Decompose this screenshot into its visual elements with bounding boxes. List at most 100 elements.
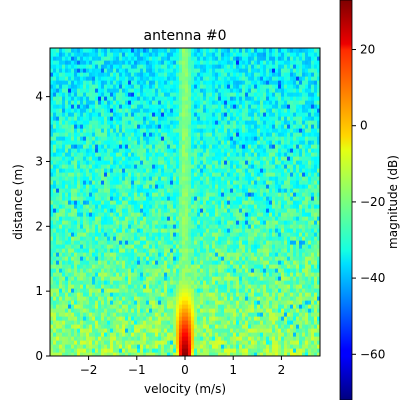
heatmap-cell [176,348,180,353]
heatmap-cell [68,180,72,185]
heatmap-cell [149,248,153,253]
heatmap-cell [293,292,297,297]
heatmap-cell [194,236,198,241]
heatmap-cell [137,276,141,281]
heatmap-cell [59,272,63,277]
heatmap-cell [281,340,285,345]
heatmap-cell [299,292,303,297]
heatmap-cell [161,284,165,289]
heatmap-cell [299,288,303,293]
heatmap-cell [248,320,252,325]
heatmap-cell [179,256,183,261]
heatmap-cell [260,192,264,197]
heatmap-cell [173,152,177,157]
heatmap-cell [173,324,177,329]
heatmap-cell [299,224,303,229]
heatmap-cell [257,260,261,265]
heatmap-cell [74,212,78,217]
heatmap-cell [107,300,111,305]
heatmap-cell [161,340,165,345]
heatmap-cell [71,332,75,337]
heatmap-cell [59,296,63,301]
heatmap-cell [86,340,90,345]
heatmap-cell [119,192,123,197]
heatmap-cell [83,164,87,169]
heatmap-cell [122,344,126,349]
heatmap-cell [302,140,306,145]
heatmap-cell [287,352,291,356]
heatmap-cell [155,136,159,141]
heatmap-cell [173,280,177,285]
heatmap-cell [254,288,258,293]
heatmap-cell [74,264,78,269]
heatmap-cell [224,176,228,181]
heatmap-cell [167,336,171,341]
heatmap-cell [68,148,72,153]
heatmap-cell [128,180,132,185]
heatmap-cell [143,276,147,281]
heatmap-cell [311,208,315,213]
heatmap-cell [101,184,105,189]
heatmap-cell [113,220,117,225]
heatmap-cell [179,272,183,277]
heatmap-cell [302,292,306,297]
heatmap-cell [308,168,312,173]
heatmap-cell [71,220,75,225]
heatmap-cell [74,332,78,337]
heatmap-cell [134,152,138,157]
heatmap-cell [65,228,69,233]
heatmap-cell [110,140,114,145]
heatmap-cell [203,188,207,193]
heatmap-cell [260,180,264,185]
heatmap-cell [179,168,183,173]
heatmap-cell [230,300,234,305]
heatmap-cell [197,236,201,241]
heatmap-cell [134,236,138,241]
heatmap-cell [86,296,90,301]
heatmap-cell [275,228,279,233]
heatmap-cell [221,280,225,285]
heatmap-cell [293,192,297,197]
heatmap-cell [293,332,297,337]
heatmap-cell [134,172,138,177]
heatmap-cell [314,268,318,273]
heatmap-cell [287,236,291,241]
heatmap-cell [284,324,288,329]
heatmap-cell [269,328,273,333]
heatmap-cell [257,140,261,145]
heatmap-cell [287,204,291,209]
heatmap-cell [302,228,306,233]
heatmap-cell [137,224,141,229]
heatmap-cell [50,292,54,297]
heatmap-cell [308,348,312,353]
heatmap-cell [161,152,165,157]
heatmap-cell [170,304,174,309]
heatmap-cell [98,168,102,173]
heatmap-cell [299,348,303,353]
heatmap-cell [308,284,312,289]
heatmap-cell [302,344,306,349]
heatmap-cell [188,308,192,313]
heatmap-cell [284,152,288,157]
heatmap-cell [239,304,243,309]
heatmap-cell [179,288,183,293]
heatmap-cell [203,136,207,141]
heatmap-cell [206,160,210,165]
heatmap-cell [155,296,159,301]
heatmap-cell [92,180,96,185]
heatmap-cell [92,328,96,333]
heatmap-cell [134,212,138,217]
heatmap-cell [140,212,144,217]
heatmap-cell [71,288,75,293]
heatmap-cell [272,352,276,356]
heatmap-cell [134,352,138,356]
heatmap-cell [62,144,66,149]
heatmap-cell [161,136,165,141]
heatmap-cell [164,340,168,345]
heatmap-cell [116,308,120,313]
heatmap-cell [236,136,240,141]
heatmap-cell [314,232,318,237]
heatmap-cell [233,144,237,149]
heatmap-cell [206,328,210,333]
heatmap-cell [293,280,297,285]
